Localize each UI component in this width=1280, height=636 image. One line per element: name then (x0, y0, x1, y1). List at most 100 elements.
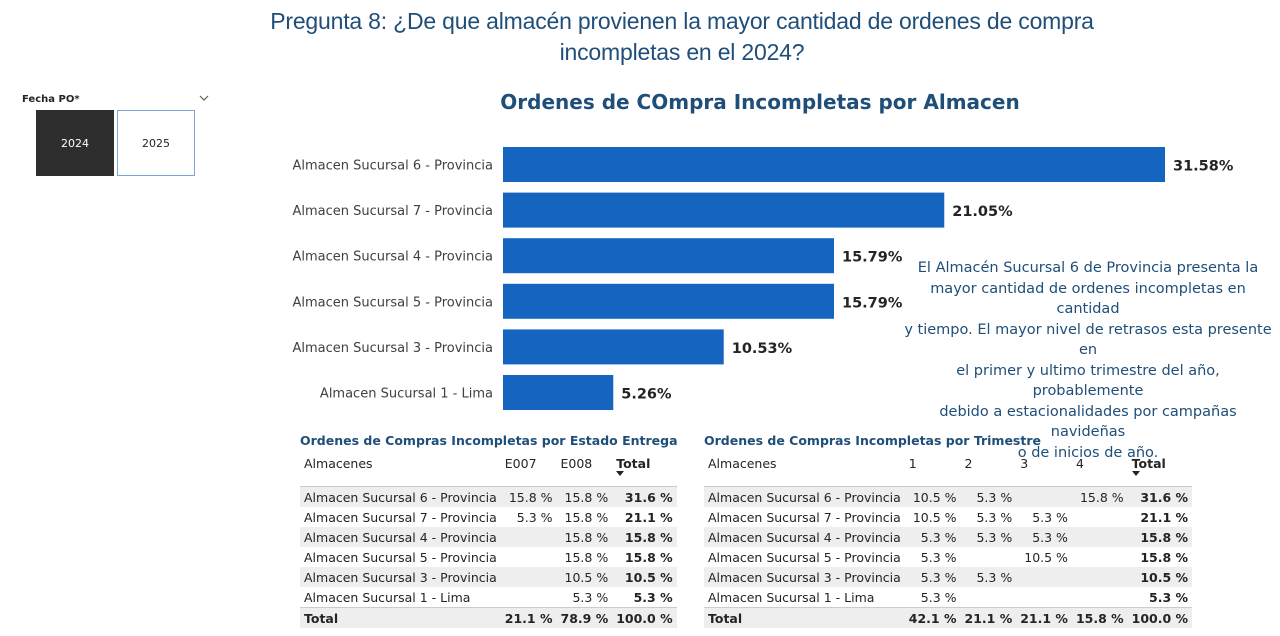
column-header[interactable]: 3 (1020, 456, 1029, 471)
category-label: Almacen Sucursal 4 - Provincia (293, 250, 493, 265)
table-cell: 5.3 % (633, 589, 673, 605)
table-row: Almacen Sucursal 6 - Provincia 15.8 % 15.8… (300, 486, 677, 507)
column-header[interactable]: Almacenes (708, 456, 777, 471)
table-row: Almacen Sucursal 6 - Provincia 10.5 % 5.3 … (704, 486, 1193, 507)
row-header: Almacen Sucursal 7 - Provincia (304, 509, 497, 525)
bar[interactable] (503, 147, 1165, 182)
matrix-table: Almacenes E007 E008 Total Almacen Sucursal 6… (300, 454, 677, 628)
table-cell (500, 527, 557, 547)
total-label: Total (704, 607, 905, 628)
bar[interactable] (503, 192, 945, 228)
table-cell: 5.3 % (920, 589, 957, 605)
table-cell: 5.3 % (1032, 509, 1068, 525)
slicer-option-2024[interactable]: 2024 (36, 110, 114, 176)
table-cell: 5.3 % (920, 549, 957, 565)
table-row: Almacen Sucursal 4 - Provincia 15.8 % 15.8… (300, 527, 677, 547)
matrix-estado-entrega: Ordenes de Compras Incompletas por Estad… (300, 433, 678, 628)
table-cell (1071, 567, 1128, 587)
row-header: Almacen Sucursal 3 - Provincia (704, 567, 905, 587)
bar-chart: Almacen Sucursal 6 - Provincia 31.58% Alma… (293, 147, 1234, 410)
table-cell (501, 547, 557, 567)
chevron-down-icon[interactable] (198, 92, 210, 104)
table-cell (1016, 587, 1072, 608)
table-cell: 5.3 % (904, 567, 961, 587)
table-cell: 15.8 % (1071, 486, 1128, 507)
page-title: Pregunta 8: ¿De que almacén provienen la… (270, 8, 1094, 65)
table-cell (1072, 507, 1128, 527)
row-header: Almacen Sucursal 4 - Provincia (300, 527, 501, 547)
table-cell (1072, 587, 1128, 608)
total-cell: 15.8 % (1071, 607, 1128, 628)
table-cell: 5.3 % (1149, 589, 1189, 605)
total-cell: 21.1 % (960, 607, 1017, 628)
table-cell: 10.5 % (612, 567, 677, 587)
table-cell: 15.8 % (624, 549, 673, 565)
data-label: 10.53% (732, 341, 793, 357)
category-label: Almacen Sucursal 5 - Provincia (293, 295, 493, 310)
data-label: 5.26% (621, 387, 672, 403)
table-cell: 15.8 % (556, 527, 613, 547)
total-cell: 42.1 % (904, 607, 961, 628)
total-cell: 21.1 % (500, 607, 557, 628)
table-row: Almacen Sucursal 5 - Provincia 15.8 % 15.8… (300, 547, 677, 567)
column-header[interactable]: E007 (504, 456, 537, 471)
table-cell: 10.5 % (556, 567, 613, 587)
table-cell (1016, 486, 1072, 507)
total-row: Total 42.1 % 21.1 % 21.1 % 15.8 % 100.0 % (704, 607, 1193, 628)
data-label: 15.79% (842, 295, 903, 311)
table-cell: 15.8 % (556, 486, 613, 507)
table-cell: 5.3 % (516, 509, 553, 525)
header-row: Almacenes E007 E008 Total (300, 454, 677, 487)
table-cell: 15.8 % (564, 549, 609, 565)
table-cell (1071, 527, 1128, 547)
bar[interactable] (503, 329, 724, 365)
data-label: 15.79% (842, 250, 903, 266)
row-header: Almacen Sucursal 5 - Provincia (304, 549, 497, 565)
row-header: Almacen Sucursal 7 - Provincia (708, 509, 901, 525)
matrix-trimestre: Ordenes de Compras Incompletas por Trime… (704, 433, 1193, 628)
column-header-total[interactable]: Total (612, 454, 676, 487)
bar[interactable] (503, 375, 614, 410)
row-header: Almacen Sucursal 4 - Provincia (704, 527, 905, 547)
table-cell: 10.5 % (912, 509, 957, 525)
table-cell (961, 587, 1017, 608)
table-row: Almacen Sucursal 7 - Provincia 10.5 % 5.3 … (704, 507, 1192, 527)
column-header[interactable]: Almacenes (304, 456, 373, 471)
column-header[interactable]: E008 (560, 456, 593, 471)
year-slicer: Fecha PO* 2024 2025 (22, 92, 210, 182)
bar[interactable] (503, 238, 834, 274)
table-row: Almacen Sucursal 4 - Provincia 5.3 % 5.3 %… (704, 527, 1193, 547)
table-row: Almacen Sucursal 1 - Lima 5.3 % 5.3 % (300, 587, 677, 608)
total-cell: 100.0 % (1127, 607, 1193, 628)
table-cell (961, 547, 1017, 567)
insight-note: El Almacén Sucursal 6 de Provincia prese… (904, 260, 1272, 461)
table-cell (500, 567, 557, 587)
category-label: Almacen Sucursal 7 - Provincia (293, 204, 493, 219)
total-cell: 78.9 % (556, 607, 613, 628)
header-row: Almacenes 1 2 3 4 Total (704, 454, 1192, 487)
table-cell (1072, 547, 1128, 567)
table-cell: 5.3 % (960, 527, 1017, 547)
table-cell: 31.6 % (1127, 486, 1193, 507)
table-cell: 5.3 % (976, 509, 1013, 525)
bar[interactable] (503, 283, 834, 319)
slicer-option-2025[interactable]: 2025 (117, 110, 195, 176)
column-header-total[interactable]: Total (1128, 454, 1192, 487)
category-label: Almacen Sucursal 3 - Provincia (293, 341, 493, 356)
table-row: Almacen Sucursal 7 - Provincia 5.3 % 15.8 … (300, 507, 677, 527)
table-cell: 5.3 % (904, 527, 961, 547)
table-row: Almacen Sucursal 3 - Provincia 10.5 % 10.5… (300, 567, 677, 587)
table-row: Almacen Sucursal 3 - Provincia 5.3 % 5.3 %… (704, 567, 1193, 587)
table-cell: 5.3 % (572, 589, 609, 605)
column-header[interactable]: 1 (908, 456, 917, 471)
total-cell: 100.0 % (612, 607, 677, 628)
table-cell (1016, 567, 1072, 587)
row-header: Almacen Sucursal 6 - Provincia (704, 486, 905, 507)
sort-descending-icon[interactable] (616, 471, 625, 476)
column-header[interactable]: 2 (964, 456, 973, 471)
table-cell: 10.5 % (904, 486, 961, 507)
data-label: 21.05% (952, 204, 1013, 220)
sort-descending-icon[interactable] (1131, 471, 1140, 476)
category-label: Almacen Sucursal 6 - Provincia (293, 159, 493, 174)
column-header[interactable]: 4 (1075, 456, 1084, 471)
